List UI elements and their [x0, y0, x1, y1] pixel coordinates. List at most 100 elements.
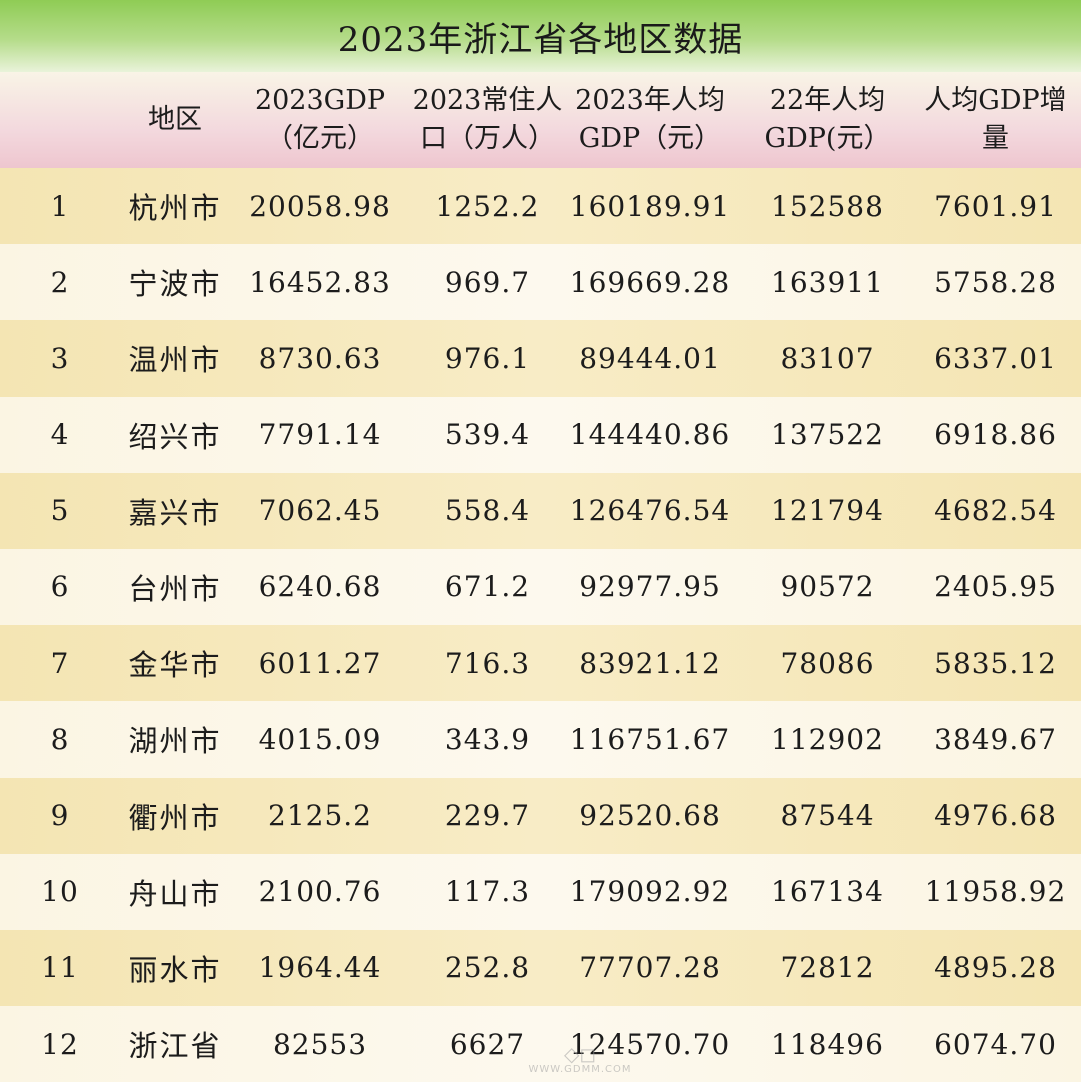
cell-per-capita-2023: 92977.95 [579, 570, 721, 604]
cell-index: 6 [50, 570, 70, 604]
cell-index: 10 [41, 875, 79, 909]
cell-population: 671.2 [444, 570, 531, 604]
cell-region: 衢州市 [128, 800, 222, 835]
cell-gdp: 16452.83 [249, 265, 391, 299]
cell-index: 12 [41, 1027, 79, 1061]
cell-index: 4 [50, 418, 70, 452]
table-row: 1 杭州市 20058.98 1252.2 160189.91 152588 7601.91 [0, 168, 1081, 245]
cell-gdp: 4015.09 [258, 722, 382, 756]
cell-index: 9 [50, 799, 70, 832]
cell-index: 7 [50, 646, 70, 680]
cell-per-capita-2023: 92520.68 [579, 799, 721, 832]
header-gdp: 2023GDP （亿元） [254, 85, 386, 154]
cell-per-capita-increase: 3849.67 [934, 722, 1057, 756]
cell-gdp: 7062.45 [258, 494, 382, 528]
table-row: 4 绍兴市 7791.14 539.4 144440.86 137522 6918.86 [0, 396, 1081, 473]
cell-gdp: 2125.2 [268, 799, 372, 832]
table-row: 10 舟山市 2100.76 117.3 179092.92 167134 11958.92 [0, 853, 1081, 930]
cell-region: 杭州市 [128, 191, 222, 225]
cell-population: 969.7 [444, 265, 531, 299]
table-title: 2023年浙江省各地区数据 [337, 19, 744, 60]
cell-per-capita-2023: 89444.01 [579, 341, 721, 375]
table-row: 9 衢州市 2125.2 229.7 92520.68 87544 4976.68 [0, 777, 1081, 854]
cell-gdp: 8730.63 [258, 341, 382, 375]
cell-index: 3 [50, 341, 70, 375]
cell-per-capita-increase: 5758.28 [934, 265, 1057, 299]
cell-per-capita-increase: 4976.68 [934, 799, 1057, 832]
table-header: 地区 2023GDP （亿元） 2023常住人 口（万人） 2023年人均 GD… [0, 72, 1081, 168]
cell-per-capita-2022: 118496 [771, 1027, 884, 1061]
cell-per-capita-2023: 179092.92 [569, 875, 731, 909]
cell-per-capita-2022: 137522 [771, 418, 884, 452]
cell-index: 11 [41, 951, 79, 985]
header-region: 地区 [148, 104, 202, 135]
cell-per-capita-2022: 167134 [771, 875, 884, 909]
cell-per-capita-increase: 4895.28 [934, 951, 1057, 985]
header-per-capita-2022: 22年人均 GDP(元） [764, 85, 891, 154]
cell-population: 6627 [449, 1027, 526, 1061]
cell-gdp: 6011.27 [258, 646, 382, 680]
cell-region: 温州市 [128, 343, 222, 378]
cell-region: 绍兴市 [128, 419, 222, 454]
cell-per-capita-2023: 169669.28 [569, 265, 731, 299]
cell-per-capita-increase: 2405.95 [934, 570, 1057, 604]
cell-gdp: 20058.98 [249, 189, 391, 223]
cell-per-capita-2022: 72812 [780, 951, 875, 985]
cell-region: 嘉兴市 [128, 495, 222, 530]
cell-region: 浙江省 [128, 1029, 222, 1064]
cell-index: 2 [50, 265, 70, 299]
header-population: 2023常住人 口（万人） [412, 85, 563, 154]
header-per-capita-2023: 2023年人均 GDP（元） [575, 85, 725, 154]
cell-gdp: 6240.68 [258, 570, 382, 604]
cell-population: 229.7 [444, 799, 531, 832]
cell-per-capita-2023: 83921.12 [579, 646, 721, 680]
cell-gdp: 1964.44 [258, 951, 382, 985]
table-row: 2 宁波市 16452.83 969.7 169669.28 163911 5758.28 [0, 244, 1081, 321]
cell-per-capita-increase: 6337.01 [934, 341, 1057, 375]
table-row: 11 丽水市 1964.44 252.8 77707.28 72812 4895.28 [0, 929, 1081, 1007]
table-row: 6 台州市 6240.68 671.2 92977.95 90572 2405.95 [0, 548, 1081, 626]
cell-per-capita-increase: 6074.70 [934, 1027, 1057, 1061]
cell-per-capita-2022: 112902 [771, 722, 884, 756]
table-row: 3 温州市 8730.63 976.1 89444.01 83107 6337.01 [0, 320, 1081, 397]
cell-population: 558.4 [444, 494, 531, 528]
cell-per-capita-2022: 163911 [771, 265, 884, 299]
cell-region: 丽水市 [128, 952, 222, 987]
cell-per-capita-increase: 5835.12 [934, 646, 1057, 680]
cell-region: 舟山市 [128, 876, 222, 911]
cell-population: 976.1 [444, 341, 531, 375]
cell-per-capita-increase: 7601.91 [934, 189, 1057, 223]
cell-per-capita-2022: 152588 [771, 189, 884, 223]
cell-index: 5 [50, 494, 70, 528]
cell-per-capita-increase: 11958.92 [924, 875, 1067, 909]
cell-region: 湖州市 [128, 724, 222, 759]
cell-per-capita-2023: 144440.86 [569, 418, 731, 452]
cell-per-capita-2023: 160189.91 [569, 189, 731, 223]
header-per-capita-increase: 人均GDP增 量 [924, 85, 1067, 154]
title-bar: 2023年浙江省各地区数据 [0, 0, 1081, 72]
cell-gdp: 2100.76 [258, 875, 382, 909]
table-body: 1 杭州市 20058.98 1252.2 160189.91 152588 7601.91… [0, 168, 1081, 1082]
cell-index: 8 [50, 722, 70, 756]
cell-per-capita-2022: 83107 [780, 341, 875, 375]
cell-per-capita-increase: 6918.86 [934, 418, 1057, 452]
cell-gdp: 82553 [272, 1027, 368, 1061]
table-row: 5 嘉兴市 7062.45 558.4 126476.54 121794 4682.54 [0, 472, 1081, 549]
cell-population: 716.3 [444, 646, 531, 680]
cell-population: 252.8 [444, 951, 531, 985]
cell-population: 117.3 [444, 875, 531, 909]
cell-per-capita-increase: 4682.54 [934, 494, 1057, 528]
cell-region: 宁波市 [128, 267, 222, 302]
cell-gdp: 7791.14 [258, 418, 382, 452]
cell-per-capita-2022: 121794 [771, 494, 884, 528]
table-row: 8 湖州市 4015.09 343.9 116751.67 112902 3849.67 [0, 701, 1081, 778]
cell-per-capita-2023: 124570.70 [569, 1027, 731, 1061]
cell-per-capita-2023: 126476.54 [569, 494, 731, 528]
header-index [0, 72, 120, 168]
table-row: 7 金华市 6011.27 716.3 83921.12 78086 5835.12 [0, 625, 1081, 702]
cell-population: 343.9 [444, 722, 531, 756]
cell-region: 台州市 [128, 571, 222, 606]
cell-per-capita-2022: 87544 [780, 799, 875, 832]
cell-region: 金华市 [128, 648, 222, 683]
